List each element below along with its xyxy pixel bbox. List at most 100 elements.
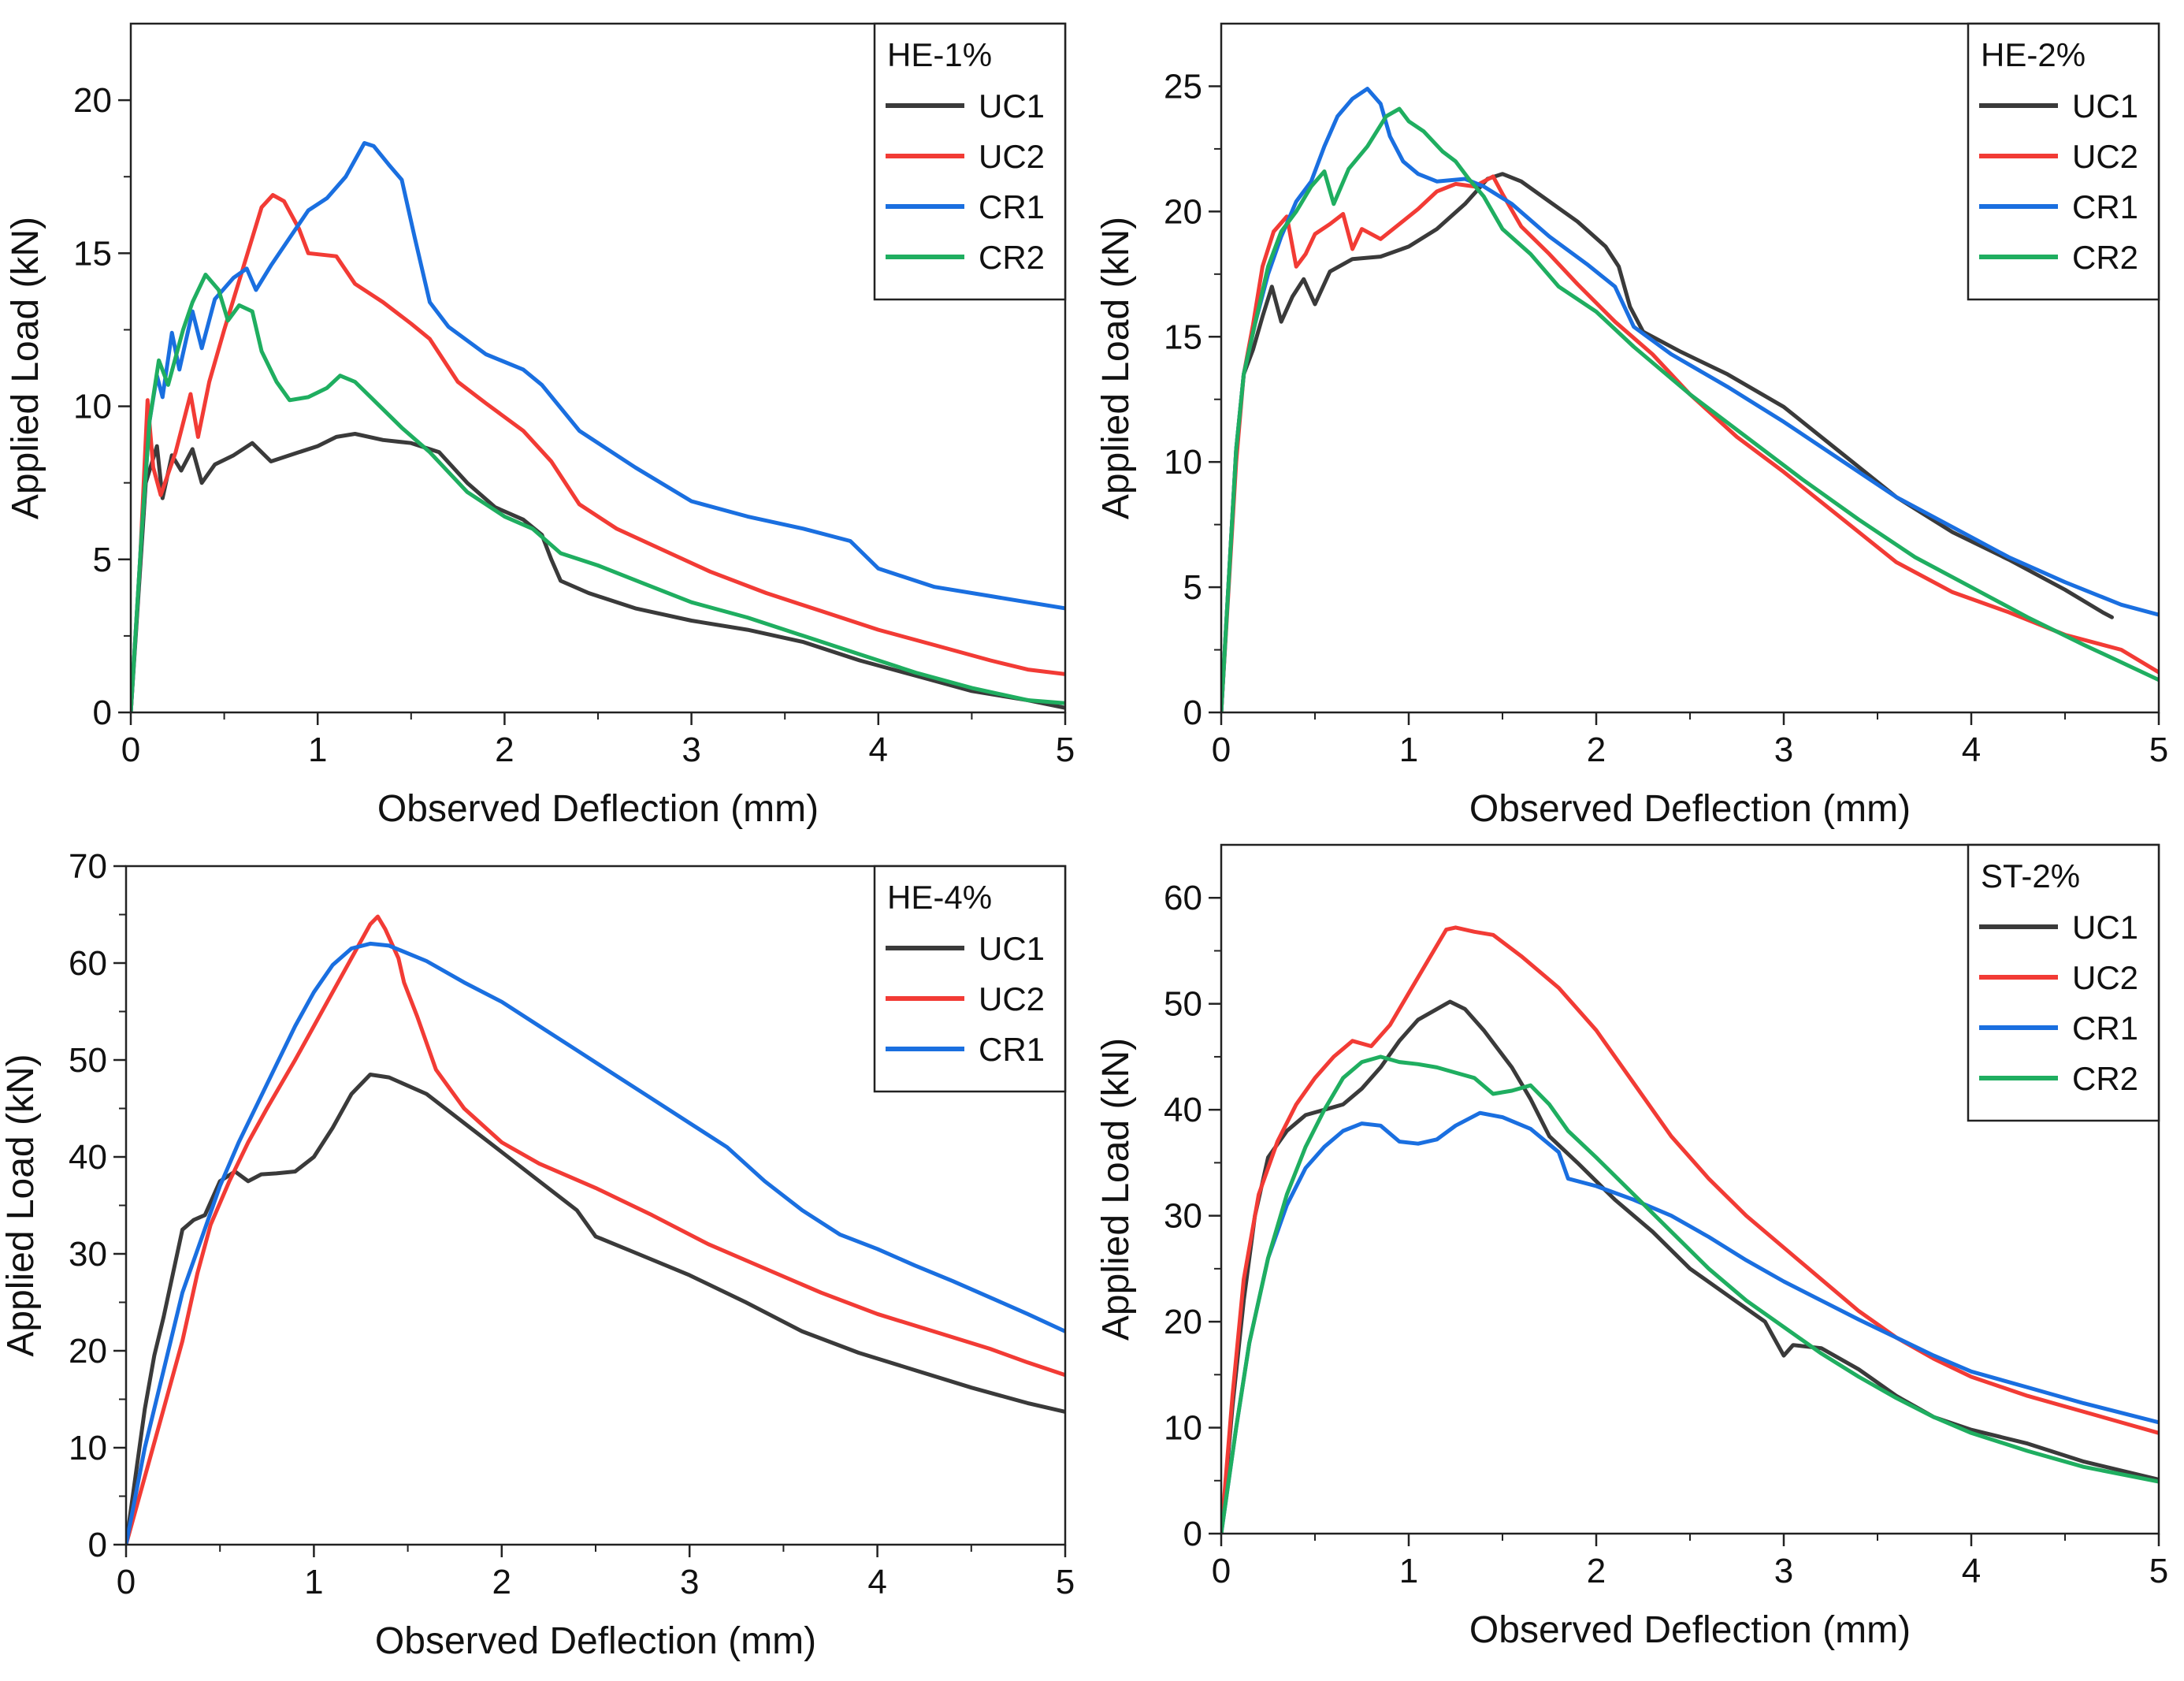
- y-tick-label: 30: [69, 1235, 107, 1274]
- x-tick-label: 4: [1962, 1552, 1981, 1590]
- x-tick-label: 0: [121, 731, 140, 769]
- series-line-cr1: [126, 941, 1065, 1545]
- y-tick-label: 25: [1164, 67, 1202, 106]
- x-axis-title: Observed Deflection (mm): [1469, 788, 1911, 830]
- legend-box: [873, 22, 1067, 301]
- y-tick-label: 20: [69, 1332, 107, 1370]
- series-line-cr1: [131, 141, 1065, 712]
- y-tick-label: 0: [93, 694, 112, 732]
- series-line-uc1: [1221, 172, 2114, 712]
- legend-label-uc1: UC1: [979, 930, 1045, 967]
- y-tick-label: 15: [73, 234, 112, 273]
- y-tick-label: 20: [1164, 192, 1202, 231]
- y-tick-label: 10: [1164, 1409, 1202, 1448]
- y-axis-title: Applied Load (kN): [1095, 217, 1137, 519]
- x-tick-label: 1: [308, 731, 327, 769]
- chart-panel-2: 0 1 2 3 4 5 0 5 10 15 20 25 Observed Deflection (mm)…: [1095, 22, 2168, 830]
- x-tick-label: 3: [1774, 1552, 1793, 1590]
- legend: HE-4% UC1 UC2 CR1: [873, 865, 1067, 1093]
- series-line-uc1: [1221, 999, 2159, 1534]
- legend-title: HE-2%: [1981, 36, 2086, 73]
- y-tick-label: 15: [1164, 318, 1202, 356]
- legend-label-uc2: UC2: [979, 980, 1045, 1017]
- series-line-uc2: [131, 193, 1065, 712]
- legend-title: HE-4%: [887, 879, 992, 916]
- y-tick-label: 0: [88, 1526, 107, 1564]
- y-tick-label: 0: [1183, 694, 1202, 732]
- legend-label-uc1: UC1: [979, 87, 1045, 125]
- y-tick-label: 5: [1183, 568, 1202, 607]
- legend-box: [1967, 22, 2160, 301]
- x-tick-label: 5: [2149, 1552, 2168, 1590]
- legend-label-cr1: CR1: [2072, 188, 2138, 225]
- series-line-uc1: [126, 1073, 1065, 1545]
- y-tick-label: 40: [1164, 1091, 1202, 1129]
- y-tick-label: 20: [73, 81, 112, 120]
- y-axis-title: Applied Load (kN): [0, 1054, 42, 1356]
- legend-label-cr2: CR2: [2072, 1060, 2138, 1097]
- legend-label-uc1: UC1: [2072, 909, 2138, 946]
- x-tick-label: 4: [867, 1563, 886, 1601]
- x-tick-label: 5: [2149, 731, 2168, 769]
- series-line-uc2: [1221, 174, 2159, 712]
- series-line-uc2: [1221, 925, 2159, 1534]
- x-tick-label: 0: [1212, 1552, 1231, 1590]
- y-tick-label: 60: [1164, 879, 1202, 917]
- legend-label-uc2: UC2: [2072, 138, 2138, 175]
- y-tick-label: 10: [69, 1429, 107, 1467]
- y-tick-label: 50: [1164, 985, 1202, 1024]
- x-tick-label: 5: [1056, 1563, 1075, 1601]
- x-axis-title: Observed Deflection (mm): [377, 788, 819, 830]
- x-tick-label: 2: [1587, 1552, 1606, 1590]
- x-tick-label: 0: [1212, 731, 1231, 769]
- legend-label-cr2: CR2: [979, 239, 1045, 276]
- y-tick-label: 70: [69, 847, 107, 886]
- series-line-uc2: [126, 914, 1065, 1545]
- legend: ST-2% UC1 UC2 CR1 CR2: [1967, 843, 2160, 1122]
- x-tick-label: 2: [495, 731, 514, 769]
- y-tick-label: 5: [93, 541, 112, 579]
- x-tick-label: 0: [117, 1563, 136, 1601]
- legend-label-cr1: CR1: [2072, 1010, 2138, 1047]
- x-tick-label: 1: [1399, 1552, 1418, 1590]
- x-tick-label: 1: [1399, 731, 1418, 769]
- legend: HE-1% UC1 UC2 CR1 CR2: [873, 22, 1067, 301]
- y-tick-label: 10: [73, 388, 112, 426]
- y-tick-label: 0: [1183, 1515, 1202, 1553]
- x-tick-label: 2: [492, 1563, 511, 1601]
- legend-title: ST-2%: [1981, 857, 2080, 894]
- y-tick-label: 20: [1164, 1303, 1202, 1341]
- chart-panel-1: 0 1 2 3 4 5 0 5 10 15 20 Observed Deflection (mm) Ap…: [5, 22, 1075, 830]
- legend-label-cr2: CR2: [2072, 239, 2138, 276]
- x-axis-title: Observed Deflection (mm): [1469, 1609, 1911, 1651]
- x-tick-label: 3: [682, 731, 700, 769]
- y-axis-title: Applied Load (kN): [5, 217, 46, 519]
- x-tick-label: 4: [869, 731, 888, 769]
- y-tick-label: 50: [69, 1041, 107, 1080]
- legend-label-uc1: UC1: [2072, 87, 2138, 125]
- legend-title: HE-1%: [887, 36, 992, 73]
- legend-box: [873, 865, 1067, 1093]
- legend-box: [1967, 843, 2160, 1122]
- legend-label-cr1: CR1: [979, 1031, 1045, 1068]
- series-line-cr1: [1221, 1110, 2159, 1534]
- x-tick-label: 3: [1774, 731, 1793, 769]
- y-tick-label: 10: [1164, 443, 1202, 482]
- legend-label-uc2: UC2: [979, 138, 1045, 175]
- series-line-cr2: [1221, 106, 2159, 712]
- legend-label-uc2: UC2: [2072, 959, 2138, 996]
- legend: HE-2% UC1 UC2 CR1 CR2: [1967, 22, 2160, 301]
- x-tick-label: 3: [680, 1563, 699, 1601]
- legend-label-cr1: CR1: [979, 188, 1045, 225]
- x-axis-title: Observed Deflection (mm): [375, 1620, 816, 1662]
- series-line-cr2: [1221, 1054, 2159, 1534]
- y-tick-label: 30: [1164, 1197, 1202, 1236]
- x-tick-label: 4: [1962, 731, 1981, 769]
- series-line-uc1: [131, 432, 1065, 712]
- y-tick-label: 40: [69, 1138, 107, 1177]
- x-tick-label: 1: [304, 1563, 323, 1601]
- series-line-cr2: [131, 273, 1065, 712]
- x-tick-label: 2: [1587, 731, 1606, 769]
